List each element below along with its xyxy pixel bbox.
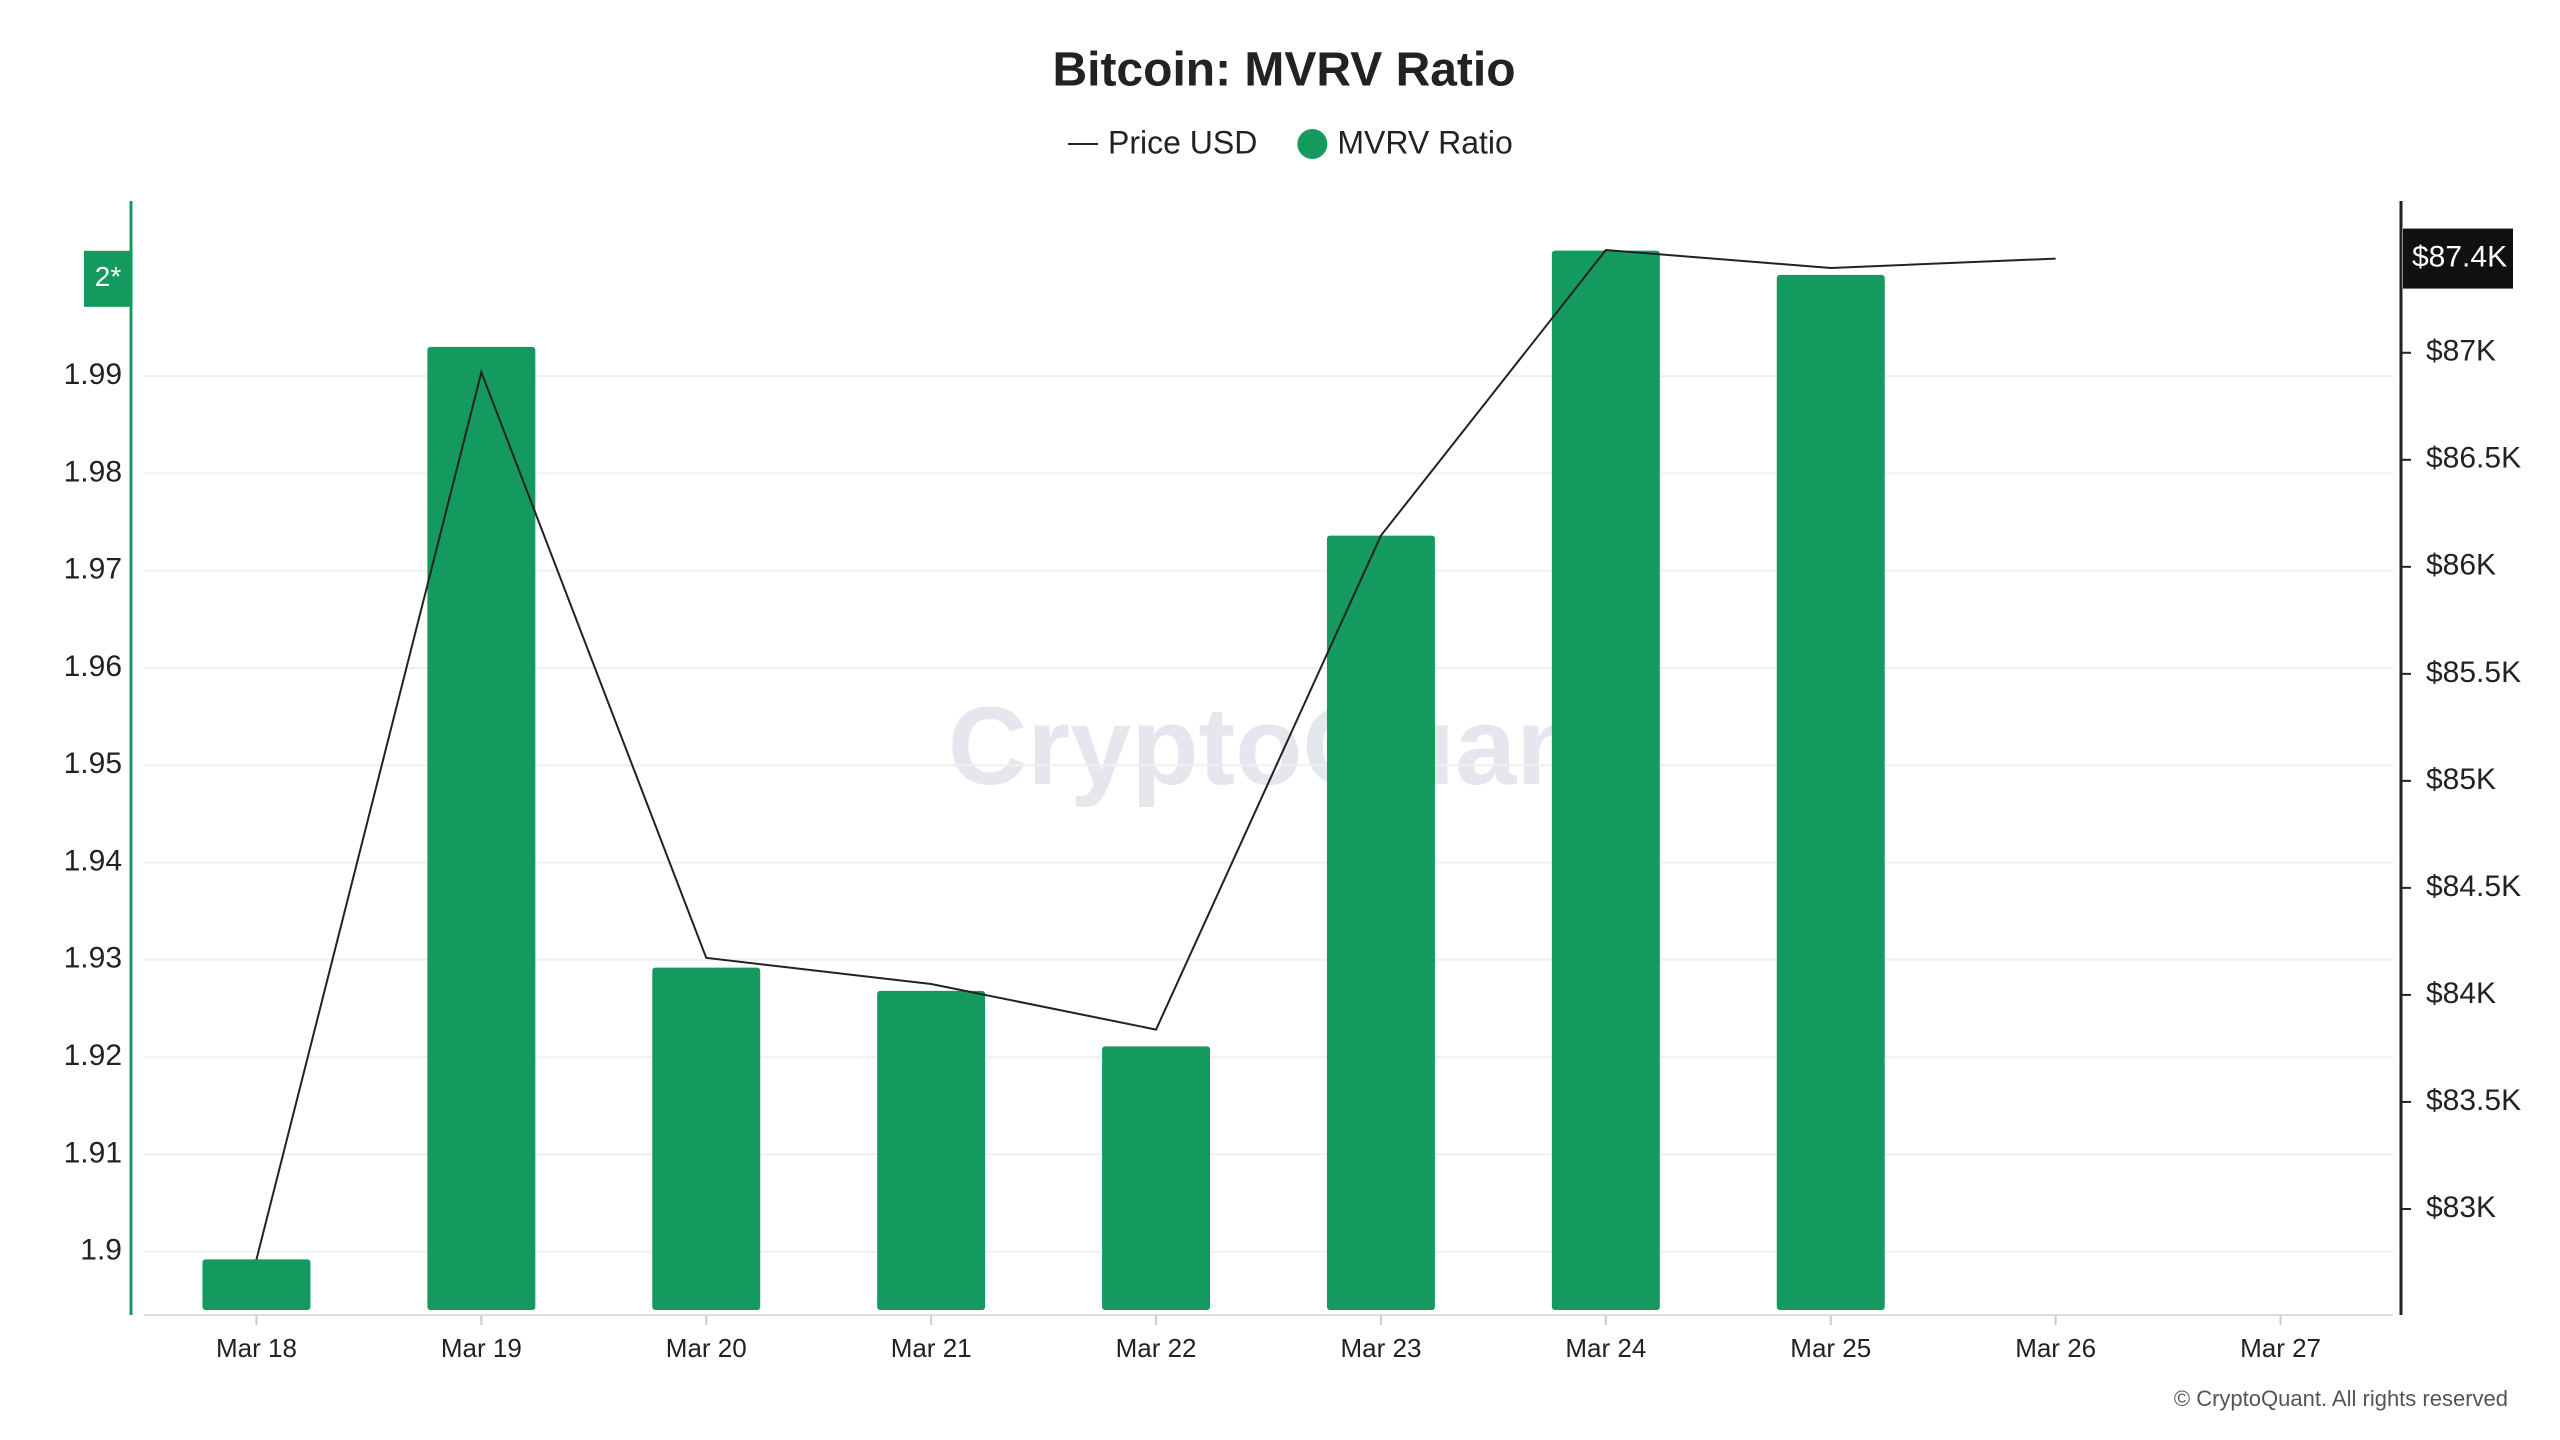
- y2-tick-label: $85.5K: [2426, 656, 2521, 689]
- y2-tick-label: $83.5K: [2426, 1084, 2521, 1117]
- y-tick-label: 1.97: [64, 553, 122, 586]
- y-tick-label: 1.93: [64, 942, 122, 975]
- bar: [1551, 250, 1660, 1310]
- x-tick-label: Mar 22: [1116, 1333, 1197, 1363]
- y2-tick-label: $86K: [2426, 549, 2496, 582]
- bar: [1326, 535, 1435, 1310]
- bar: [202, 1259, 311, 1310]
- chart-title: Bitcoin: MVRV Ratio: [1052, 44, 1515, 97]
- y2-tick-label: $87K: [2426, 335, 2496, 368]
- x-tick-label: Mar 26: [2015, 1333, 2096, 1363]
- price-line: [255, 248, 2056, 1260]
- x-tick-label: Mar 19: [441, 1333, 522, 1363]
- y2-tick-label: $84K: [2426, 977, 2496, 1010]
- y-tick-label: 2*: [95, 261, 122, 292]
- y-tick-label: 1.95: [64, 747, 122, 780]
- y-tick-label: 1.98: [64, 455, 122, 488]
- y-tick-label: 1.96: [64, 650, 122, 683]
- x-tick-label: Mar 20: [666, 1333, 747, 1363]
- x-tick-label: Mar 25: [1790, 1333, 1871, 1363]
- y2-tick-label: $84.5K: [2426, 870, 2521, 903]
- y-tick-label: 1.9: [80, 1234, 122, 1267]
- bar: [1102, 1046, 1211, 1310]
- y2-tick-label: $85K: [2426, 763, 2496, 796]
- bar: [1776, 274, 1885, 1310]
- footer: © CryptoQuant. All rights reserved: [2174, 1386, 2508, 1411]
- bar: [877, 990, 986, 1310]
- y-tick-label: 1.94: [64, 844, 122, 877]
- x-tick-label: Mar 23: [1340, 1333, 1421, 1363]
- x-tick-label: Mar 27: [2240, 1333, 2321, 1363]
- current-price-box: [2403, 228, 2513, 289]
- legend-label: MVRV Ratio: [1337, 124, 1512, 160]
- y-tick-label: 1.92: [64, 1039, 122, 1072]
- legend-swatch: [1297, 129, 1328, 159]
- y-tick-label: 1.99: [64, 358, 122, 391]
- y2-tick-label: $86.5K: [2426, 442, 2521, 475]
- legend: Price USD MVRV Ratio: [1068, 124, 1513, 160]
- x-tick-label: Mar 24: [1565, 1333, 1646, 1363]
- bar: [652, 967, 761, 1310]
- current-value-box: [84, 250, 132, 307]
- x-tick-label: Mar 18: [216, 1333, 297, 1363]
- bar: [427, 346, 536, 1311]
- y-tick-label: 1.91: [64, 1136, 122, 1169]
- y2-tick-label: $83K: [2426, 1191, 2496, 1224]
- legend-label: Price USD: [1108, 124, 1257, 160]
- y2-tick-label: $87.4K: [2412, 241, 2507, 274]
- x-tick-label: Mar 21: [891, 1333, 972, 1363]
